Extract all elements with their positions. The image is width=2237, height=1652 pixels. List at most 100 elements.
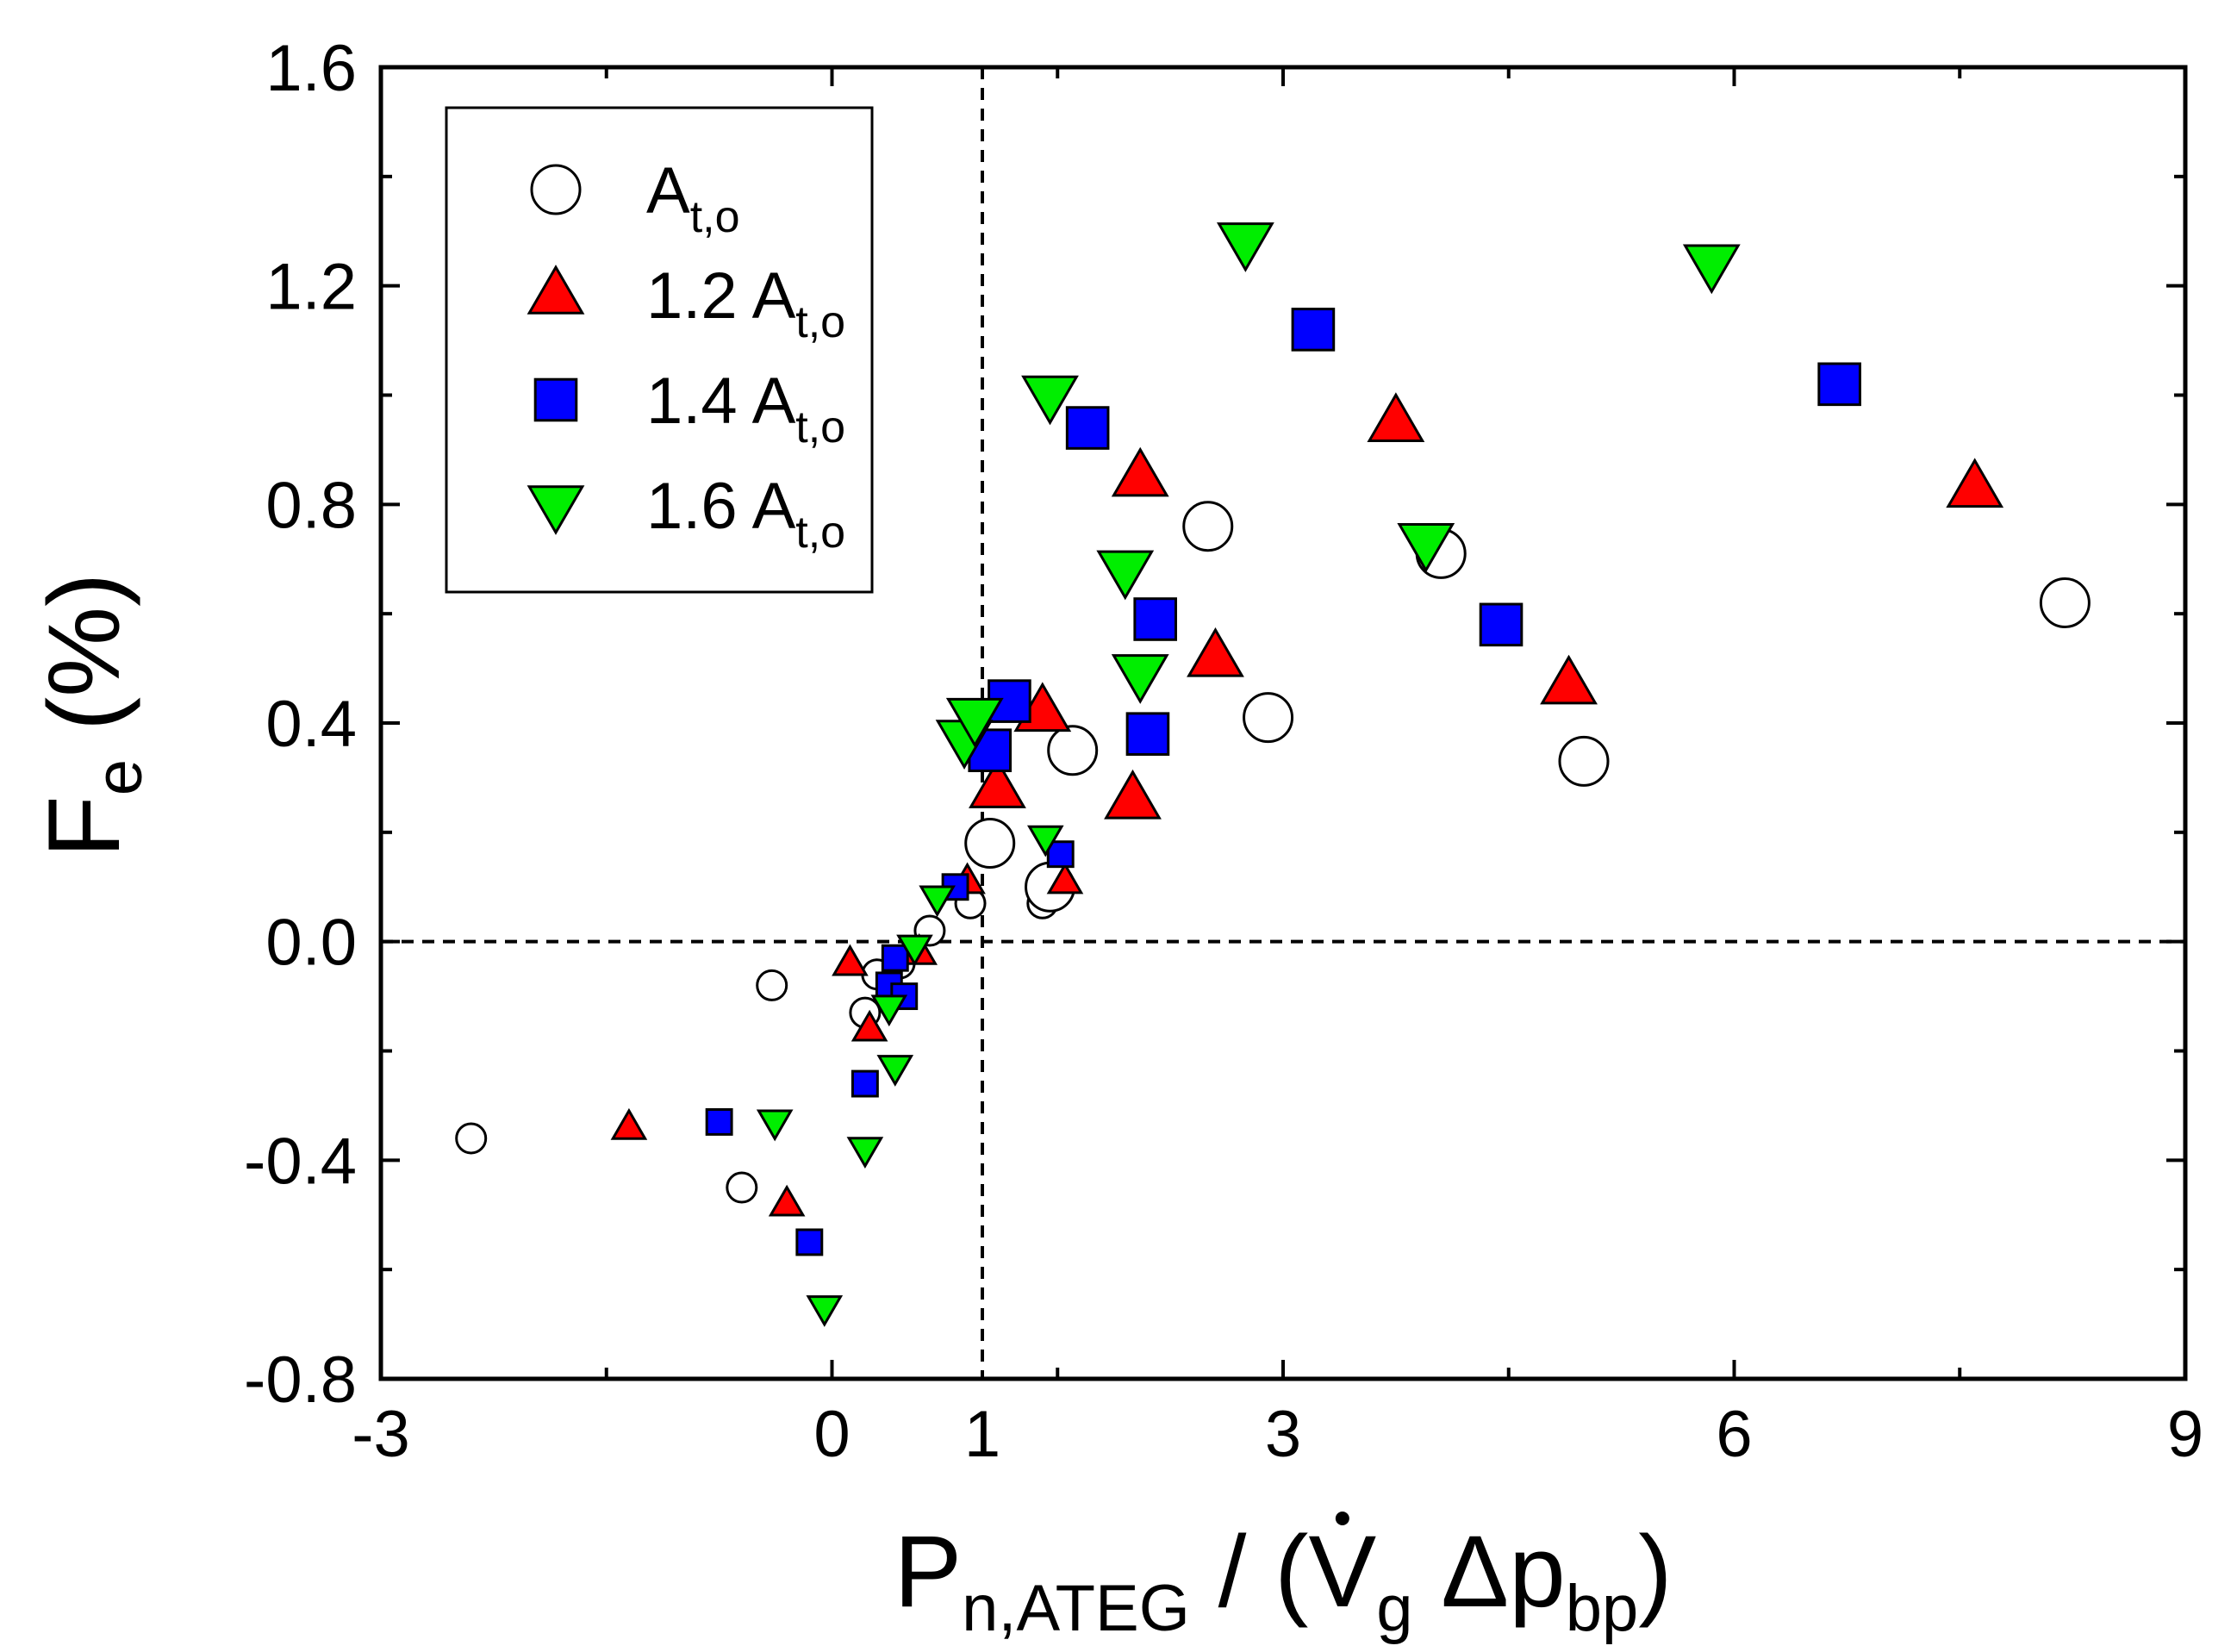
x-tick-label: 3 xyxy=(1265,1398,1301,1471)
data-point xyxy=(969,758,1026,808)
data-point xyxy=(756,1109,794,1142)
legend-marker xyxy=(527,485,585,535)
y-tick-label: -0.8 xyxy=(244,1343,357,1417)
data-markers xyxy=(455,222,2091,1327)
legend-marker xyxy=(530,164,582,215)
legend-label: 1.2 At,o xyxy=(646,259,845,347)
data-point xyxy=(1540,654,1598,705)
data-point xyxy=(1047,725,1099,776)
data-point xyxy=(1397,522,1455,573)
data-point xyxy=(705,1107,733,1136)
data-point xyxy=(919,885,956,918)
x-axis-ticks: -3 0 1 3 6 9 xyxy=(352,67,2203,1471)
legend: At,o1.2 At,o1.4 At,o1.6 At,o xyxy=(445,106,874,594)
x-axis-title-mid: / ( xyxy=(1190,1515,1309,1629)
x-tick-label: 1 xyxy=(964,1398,1000,1471)
x-tick-label: 6 xyxy=(1716,1398,1752,1471)
y-axis-title-sub: e xyxy=(83,759,156,795)
legend-label-sub: t,o xyxy=(795,297,845,347)
legend-label: 1.4 At,o xyxy=(646,365,845,452)
x-axis-title-vdot: V xyxy=(1308,1515,1376,1629)
y-tick-label: 1.2 xyxy=(265,251,357,324)
data-point xyxy=(896,934,933,967)
data-point xyxy=(1682,244,1741,295)
y-tick-label: 0.8 xyxy=(265,469,357,542)
legend-label-main: 1.4 A xyxy=(646,365,796,438)
x-axis-title-sub: n,ATEG xyxy=(962,1572,1190,1645)
data-point xyxy=(1104,769,1162,820)
data-point xyxy=(870,994,908,1027)
legend-label-main: 1.6 A xyxy=(646,470,796,543)
series-3 xyxy=(705,308,1861,1256)
data-point xyxy=(610,1107,648,1140)
y-axis-ticks: -0.8 -0.4 0.0 0.4 0.8 1.2 1.6 xyxy=(244,32,2185,1417)
data-point xyxy=(876,1055,914,1087)
data-point xyxy=(851,1069,879,1098)
legend-label-sub: t,o xyxy=(795,402,845,452)
y-tick-label: 1.6 xyxy=(265,32,357,105)
data-point xyxy=(806,1295,844,1327)
data-point xyxy=(726,1171,758,1204)
x-axis-title: Pn,ATEG / (Vg Δpbp) xyxy=(894,1512,1673,1645)
data-point xyxy=(1291,308,1336,352)
data-point xyxy=(768,1184,806,1217)
data-point xyxy=(1046,840,1075,869)
y-tick-label: 0.0 xyxy=(265,907,357,980)
data-point xyxy=(846,1137,884,1169)
data-point xyxy=(881,944,909,972)
x-axis-title-main: P xyxy=(894,1515,962,1629)
data-point xyxy=(832,944,869,976)
data-point xyxy=(1817,362,1861,407)
data-point xyxy=(756,969,788,1001)
data-point xyxy=(1243,692,1294,744)
legend-marker xyxy=(533,377,578,422)
reference-lines xyxy=(381,67,2185,1379)
data-point xyxy=(851,1009,888,1042)
x-axis-title-delta-sub: bp xyxy=(1566,1572,1639,1645)
data-point xyxy=(964,818,1016,870)
data-point xyxy=(1046,862,1084,895)
legend-items: At,o1.2 At,o1.4 At,o1.6 At,o xyxy=(527,154,845,558)
x-axis-title-vdot-sub: g xyxy=(1376,1572,1412,1645)
data-point xyxy=(1558,735,1610,787)
data-point xyxy=(1125,712,1170,756)
x-axis-title-dot xyxy=(1335,1512,1349,1525)
x-tick-label: -3 xyxy=(352,1398,410,1471)
data-point xyxy=(1065,406,1110,450)
legend-box xyxy=(445,106,874,594)
x-tick-label: 9 xyxy=(2167,1398,2203,1471)
data-point xyxy=(1133,597,1177,641)
x-axis-title-end: ) xyxy=(1638,1515,1672,1629)
data-point xyxy=(945,697,1004,748)
y-tick-label: -0.4 xyxy=(244,1125,357,1198)
legend-label: 1.6 At,o xyxy=(646,470,845,558)
data-point xyxy=(1216,222,1274,272)
data-point xyxy=(795,1228,824,1256)
data-point xyxy=(1111,446,1169,497)
data-point xyxy=(1946,458,2004,508)
data-point xyxy=(1026,825,1064,857)
data-point xyxy=(1367,392,1425,442)
series-2 xyxy=(610,392,2004,1217)
legend-label-main: A xyxy=(646,154,690,228)
data-point xyxy=(1111,654,1169,704)
y-axis-title: Fe (%) xyxy=(28,573,156,858)
data-point xyxy=(1182,501,1234,552)
y-axis-title-main: F xyxy=(28,795,141,857)
data-point xyxy=(1479,602,1524,647)
x-tick-label: 0 xyxy=(813,1398,850,1471)
data-point xyxy=(1096,550,1155,601)
y-axis-title-rest: (%) xyxy=(28,573,141,759)
legend-label-sub: t,o xyxy=(795,508,845,558)
data-point xyxy=(455,1122,488,1155)
legend-label-main: 1.2 A xyxy=(646,259,796,333)
data-point xyxy=(1021,375,1079,426)
series-4 xyxy=(756,222,1741,1327)
y-tick-label: 0.4 xyxy=(265,688,357,761)
legend-label: At,o xyxy=(646,154,740,242)
legend-label-sub: t,o xyxy=(690,192,740,242)
svg-text:Pn,ATEG / (Vg Δpbp): Pn,ATEG / (Vg Δpbp) xyxy=(894,1515,1672,1645)
data-point xyxy=(2039,577,2091,628)
x-axis-title-delta: Δp xyxy=(1412,1515,1565,1629)
